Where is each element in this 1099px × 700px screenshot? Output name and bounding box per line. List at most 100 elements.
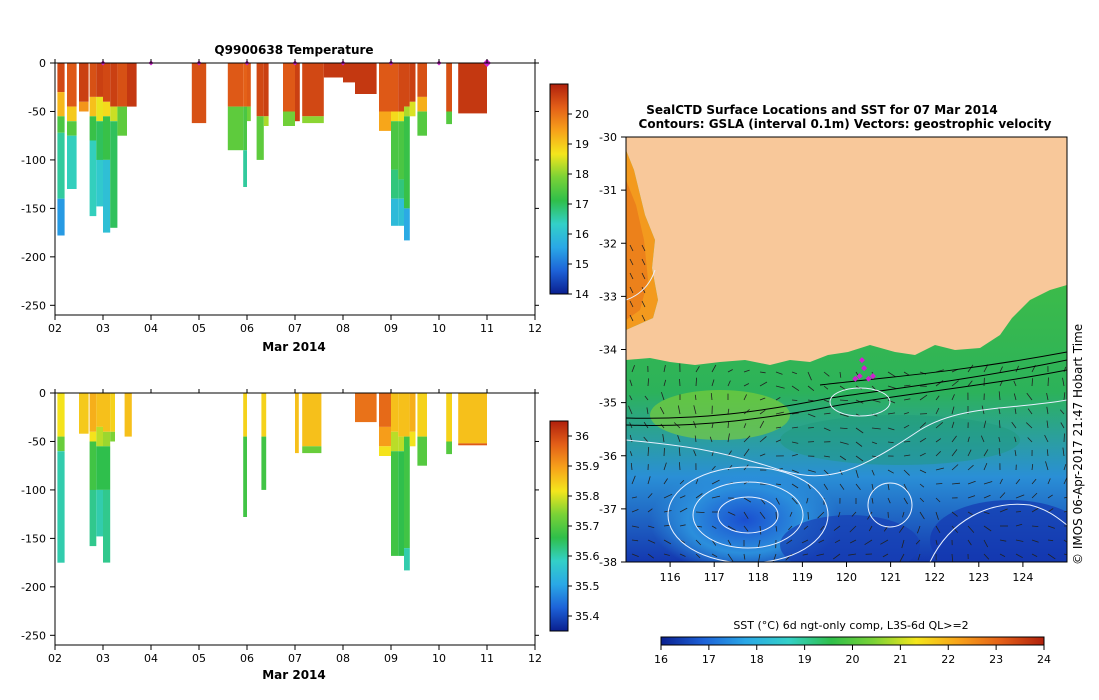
- map-y-tick-label: -34: [599, 344, 617, 357]
- velocity-vector: [663, 379, 667, 387]
- velocity-vector: [899, 553, 905, 562]
- velocity-vector: [789, 511, 793, 517]
- velocity-vector: [711, 495, 721, 499]
- map-colorbar-tick-label: 24: [1037, 653, 1051, 666]
- velocity-vector: [999, 420, 1001, 429]
- velocity-vector: [775, 525, 778, 532]
- colorbar-tick-label: 35.9: [575, 460, 600, 473]
- x-tick-label: 12: [528, 322, 542, 335]
- velocity-vector: [935, 407, 940, 415]
- x-tick-label: 10: [432, 322, 446, 335]
- velocity-vector: [791, 426, 799, 429]
- profile-segment: [355, 63, 377, 94]
- profile-segment: [409, 393, 416, 432]
- profile-segment: [96, 159, 103, 207]
- profile-segment: [103, 159, 111, 233]
- temperature-profiles: [57, 63, 487, 241]
- velocity-vector: [801, 539, 809, 544]
- salinity-xlabel: Mar 2014: [262, 668, 326, 682]
- velocity-vector: [629, 258, 634, 266]
- velocity-vector: [901, 539, 905, 549]
- velocity-vector: [743, 435, 751, 443]
- velocity-vector: [710, 393, 713, 401]
- profile-segment: [391, 393, 399, 432]
- velocity-vector: [663, 493, 673, 499]
- x-tick-label: 02: [48, 322, 62, 335]
- seal-location-marker: [869, 373, 876, 380]
- profile-segment: [417, 393, 427, 437]
- velocity-vector: [917, 525, 921, 534]
- profile-segment: [243, 63, 247, 107]
- land-australia: [626, 137, 1067, 365]
- velocity-vector: [980, 435, 985, 443]
- velocity-vector: [935, 525, 941, 534]
- profile-segment: [283, 63, 295, 112]
- velocity-vector: [695, 493, 703, 499]
- y-tick-label: 0: [39, 387, 46, 400]
- gsla-white-contours: [626, 269, 1067, 562]
- profile-segment: [391, 198, 399, 226]
- velocity-vector: [775, 397, 781, 401]
- gsla-black-contours: [626, 351, 1067, 427]
- velocity-vector: [839, 385, 846, 390]
- velocity-vector: [1046, 406, 1049, 415]
- velocity-vector: [663, 365, 666, 373]
- velocity-vector: [935, 483, 943, 485]
- profile-segment: [283, 111, 295, 126]
- map-colorbar-tick-label: 20: [846, 653, 860, 666]
- y-tick-label: -250: [21, 629, 46, 642]
- profile-segment: [191, 63, 207, 124]
- velocity-vector: [998, 437, 1001, 443]
- profile-segment: [117, 106, 127, 136]
- profile-segment: [89, 393, 97, 432]
- velocity-vector: [855, 483, 861, 490]
- velocity-vector: [903, 412, 910, 415]
- velocity-vector: [1031, 553, 1038, 557]
- profile-segment: [398, 111, 404, 122]
- velocity-vector: [791, 469, 799, 474]
- velocity-vector: [967, 511, 973, 516]
- velocity-vector: [871, 441, 878, 445]
- velocity-vector: [848, 553, 857, 556]
- velocity-vector: [660, 423, 665, 429]
- x-tick-label: 11: [480, 652, 494, 665]
- map-subtitle: Contours: GSLA (interval 0.1m) Vectors: …: [639, 117, 1052, 131]
- profile-segment: [110, 106, 118, 122]
- velocity-vector: [791, 483, 799, 489]
- velocity-vector: [677, 405, 681, 415]
- velocity-vector: [727, 553, 734, 562]
- profile-segment: [96, 426, 103, 447]
- contour-white-6: [626, 399, 1067, 477]
- velocity-vector: [1063, 464, 1067, 471]
- velocity-vector: [839, 483, 845, 490]
- map-x-tick-label: 118: [748, 571, 769, 584]
- velocity-vector: [1063, 510, 1067, 513]
- velocity-vector: [967, 436, 970, 443]
- velocity-vector: [999, 492, 1006, 499]
- velocity-vector: [887, 371, 896, 378]
- velocity-vector: [880, 539, 889, 545]
- profile-segment: [89, 116, 97, 141]
- velocity-vector: [898, 525, 905, 533]
- velocity-vector: [1015, 494, 1025, 499]
- x-tick-label: 07: [288, 322, 302, 335]
- velocity-vector: [1031, 464, 1034, 471]
- velocity-vector: [629, 272, 634, 280]
- map-colorbar-tick-label: 21: [893, 653, 907, 666]
- velocity-vector: [788, 525, 793, 531]
- profile-segment: [243, 393, 247, 437]
- velocity-vector: [727, 525, 736, 531]
- salinity-colorbar-ticks: 35.4 35.5 35.6 35.7 35.8 35.9 36: [568, 430, 600, 623]
- map-colorbar-tick-label: 23: [989, 653, 1003, 666]
- profile-segment: [103, 116, 111, 160]
- velocity-vector: [644, 395, 649, 401]
- velocity-vector: [1013, 393, 1017, 401]
- map-colorbar-ticks: 16 17 18 19 20 21 22 23 24: [654, 645, 1051, 666]
- profile-segment: [391, 451, 399, 556]
- velocity-vector: [967, 380, 973, 387]
- velocity-vector: [1031, 539, 1039, 543]
- profile-segment: [89, 441, 97, 490]
- map-y-tick-label: -35: [599, 397, 617, 410]
- seal-location-marker: [852, 375, 859, 382]
